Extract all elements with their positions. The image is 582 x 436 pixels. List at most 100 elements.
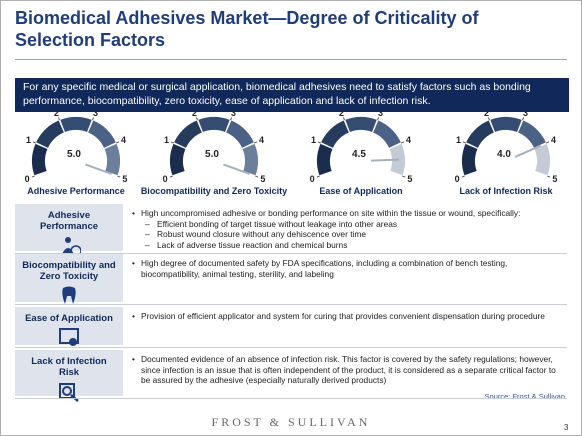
- gauge-tick-label: 0: [25, 174, 30, 184]
- gauge-tick: [462, 141, 467, 144]
- source: Source: Frost & Sullivan: [484, 392, 565, 401]
- gauge-value-label: 4.0: [497, 149, 511, 160]
- gauge-tick-label: 4: [551, 135, 556, 145]
- gauge-tick: [400, 141, 405, 144]
- gauge-needle: [370, 158, 400, 162]
- description-cell: High degree of documented safety by FDA …: [131, 258, 563, 279]
- bullet-list: Documented evidence of an absence of inf…: [131, 354, 563, 386]
- gauge-tick-label: 0: [163, 174, 168, 184]
- gauge-tick-label: 3: [231, 111, 236, 118]
- gauge-segment: [88, 120, 116, 148]
- table-row: Lack of Infection Risk Documented evidenc…: [15, 350, 567, 402]
- title-rule: [15, 59, 567, 60]
- gauge-tick: [170, 141, 175, 144]
- sub-bullet: Efficient bonding of target tissue witho…: [141, 219, 563, 230]
- sub-bullet: Lack of adverse tissue reaction and chem…: [141, 240, 563, 251]
- gauge-tick-label: 2: [192, 111, 197, 118]
- gauge-tick: [255, 175, 259, 178]
- gauge-tick-label: 1: [456, 135, 461, 145]
- gauge-tick-label: 4: [121, 135, 126, 145]
- gauge-tick: [487, 117, 490, 121]
- bullet-list: Provision of efficient applicator and sy…: [131, 311, 563, 322]
- gauge-segment: [32, 143, 48, 176]
- gauge-tick: [316, 175, 320, 178]
- gauge-tick: [377, 117, 380, 121]
- gauge-tick: [317, 141, 322, 144]
- table-row: Ease of Application Provision of efficien…: [15, 307, 567, 346]
- gauge-tick-label: 3: [523, 111, 528, 118]
- row-separator: [15, 304, 567, 305]
- gauge-tick-label: 0: [310, 174, 315, 184]
- factor-label: Biocompatibility and Zero Toxicity: [22, 260, 116, 282]
- bullet: Provision of efficient applicator and sy…: [132, 311, 563, 322]
- gauge-tick: [545, 141, 550, 144]
- gauge-segment: [226, 120, 254, 148]
- table-row: Adhesive Performance High uncompromised a…: [15, 204, 567, 256]
- gauge-tick: [547, 175, 551, 178]
- gauge-value-label: 5.0: [67, 149, 81, 160]
- factor-icon: [59, 328, 79, 346]
- description-cell: Provision of efficient applicator and sy…: [131, 311, 563, 322]
- gauge-segment: [490, 117, 522, 133]
- bullet: High degree of documented safety by FDA …: [132, 258, 563, 279]
- gauge-tick-label: 5: [407, 174, 412, 184]
- bullet-list: High degree of documented safety by FDA …: [131, 258, 563, 279]
- gauge-segment: [534, 143, 550, 176]
- gauge-segment: [170, 143, 186, 176]
- gauge-tick-label: 0: [455, 174, 460, 184]
- gauge-tick: [230, 117, 233, 121]
- slide-title: Biomedical Adhesives Market—Degree of Cr…: [15, 8, 479, 50]
- gauge-tick-label: 5: [260, 174, 265, 184]
- gauge-tick: [195, 117, 198, 121]
- gauge-label: Ease of Application: [319, 186, 402, 196]
- row-separator: [15, 253, 567, 254]
- gauge-tick-label: 5: [122, 174, 127, 184]
- gauge-tick-label: 3: [93, 111, 98, 118]
- factor-cell: Ease of Application: [15, 307, 123, 346]
- factor-cell: Biocompatibility and Zero Toxicity: [15, 254, 123, 304]
- gauge-segment: [36, 120, 64, 148]
- gauge-tick-label: 2: [339, 111, 344, 118]
- gauge-tick: [342, 117, 345, 121]
- gauge-segment: [345, 117, 377, 133]
- factor-label: Adhesive Performance: [39, 210, 99, 232]
- gauge-tick: [115, 141, 120, 144]
- gauge-segment: [242, 143, 258, 176]
- gauge-tick: [32, 141, 37, 144]
- gauge-tick-label: 2: [54, 111, 59, 118]
- gauge-tick: [522, 117, 525, 121]
- description-cell: High uncompromised adhesive or bonding p…: [131, 208, 563, 250]
- gauge-tick-label: 4: [406, 135, 411, 145]
- gauge-tick: [253, 141, 258, 144]
- gauge-segment: [373, 120, 401, 148]
- row-separator: [15, 398, 567, 399]
- gauge-tick: [402, 175, 406, 178]
- gauge-value-label: 4.5: [352, 149, 366, 160]
- gauge-tick: [117, 175, 121, 178]
- gauge-needle: [514, 144, 542, 158]
- gauge-label: Adhesive Performance: [27, 186, 125, 196]
- bullet: Documented evidence of an absence of inf…: [132, 354, 563, 386]
- gauge-segment: [466, 120, 494, 148]
- factor-label: Lack of Infection Risk: [31, 356, 107, 378]
- gauge-tick: [169, 175, 173, 178]
- factor-cell: Lack of Infection Risk: [15, 350, 123, 402]
- gauge-tick-label: 4: [259, 135, 264, 145]
- gauge-segment: [462, 143, 478, 176]
- gauge-tick-label: 3: [378, 111, 383, 118]
- gauge-tick-label: 1: [26, 135, 31, 145]
- gauge-segment: [174, 120, 202, 148]
- gauge-value-label: 5.0: [205, 149, 219, 160]
- gauge-tick-label: 2: [484, 111, 489, 118]
- sub-bullet: Robust wound closure without any dehisce…: [141, 229, 563, 240]
- gauge-tick: [92, 117, 95, 121]
- gauge-segment: [60, 117, 92, 133]
- gauge-tick: [31, 175, 35, 178]
- factor-label: Ease of Application: [25, 313, 113, 324]
- page-number: 3: [564, 423, 569, 432]
- bullet-list: High uncompromised adhesive or bonding p…: [131, 208, 563, 250]
- gauge-segment: [104, 143, 121, 176]
- gauge-segment: [321, 120, 349, 148]
- bullet: High uncompromised adhesive or bonding p…: [132, 208, 563, 219]
